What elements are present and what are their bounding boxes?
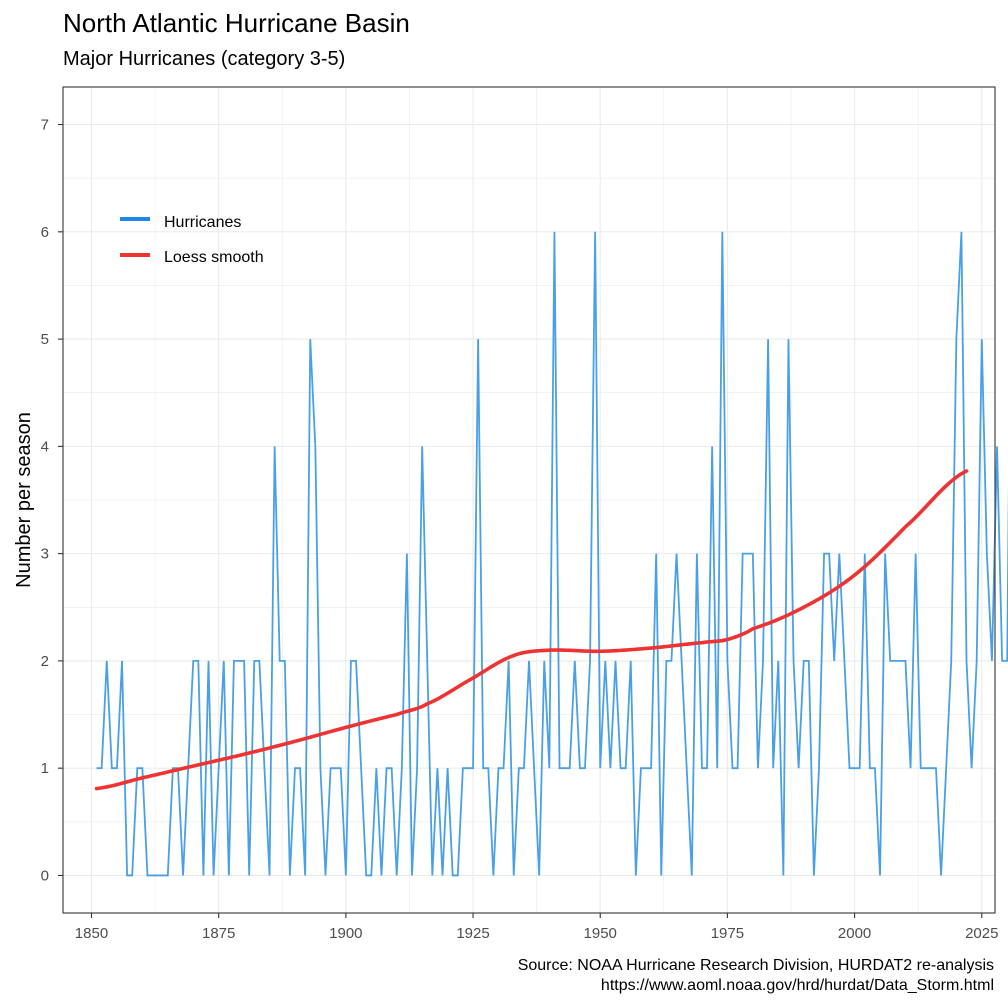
y-tick-label: 7 <box>41 117 49 134</box>
y-tick-label: 6 <box>41 224 49 241</box>
x-tick-label: 1975 <box>711 925 744 942</box>
series-line-loess-smooth <box>94 469 969 791</box>
axis-tick-labels: 1850 1875 1900 1925 1950 1975 2000 2025 0 1 2 3 4 5 6 7 <box>41 117 999 942</box>
series-line-hurricanes <box>96 231 1008 877</box>
legend-label-hurricanes: Hurricanes <box>164 214 241 231</box>
x-tick-label: 1950 <box>584 925 617 942</box>
x-tick-label: 1900 <box>329 925 362 942</box>
x-tick-label: 1875 <box>202 925 235 942</box>
y-tick-label: 2 <box>41 653 49 670</box>
chart-title: North Atlantic Hurricane Basin <box>63 8 410 38</box>
y-tick-label: 1 <box>41 760 49 777</box>
series-layer <box>94 231 1008 877</box>
caption-source-line: Source: NOAA Hurricane Research Division… <box>517 957 994 974</box>
minor-gridlines <box>63 87 995 913</box>
y-tick-label: 3 <box>41 546 49 563</box>
legend-label-loess-smooth: Loess smooth <box>164 249 264 266</box>
y-tick-label: 0 <box>41 867 49 884</box>
caption-url-line: https://www.aoml.noaa.gov/hrd/hurdat/Dat… <box>600 977 994 994</box>
x-tick-label: 1925 <box>456 925 489 942</box>
chart-subtitle: Major Hurricanes (category 3-5) <box>63 48 346 70</box>
legend: Hurricanes Loess smooth <box>120 214 264 266</box>
x-tick-label: 2000 <box>838 925 871 942</box>
y-tick-label: 4 <box>41 438 49 455</box>
x-tick-label: 2025 <box>965 925 998 942</box>
x-tick-label: 1850 <box>75 925 108 942</box>
y-tick-label: 5 <box>41 331 49 348</box>
panel-border <box>62 86 996 914</box>
y-axis-title: Number per season <box>13 412 35 588</box>
axis-ticks <box>58 123 983 918</box>
source-caption: Source: NOAA Hurricane Research Division… <box>518 956 994 996</box>
